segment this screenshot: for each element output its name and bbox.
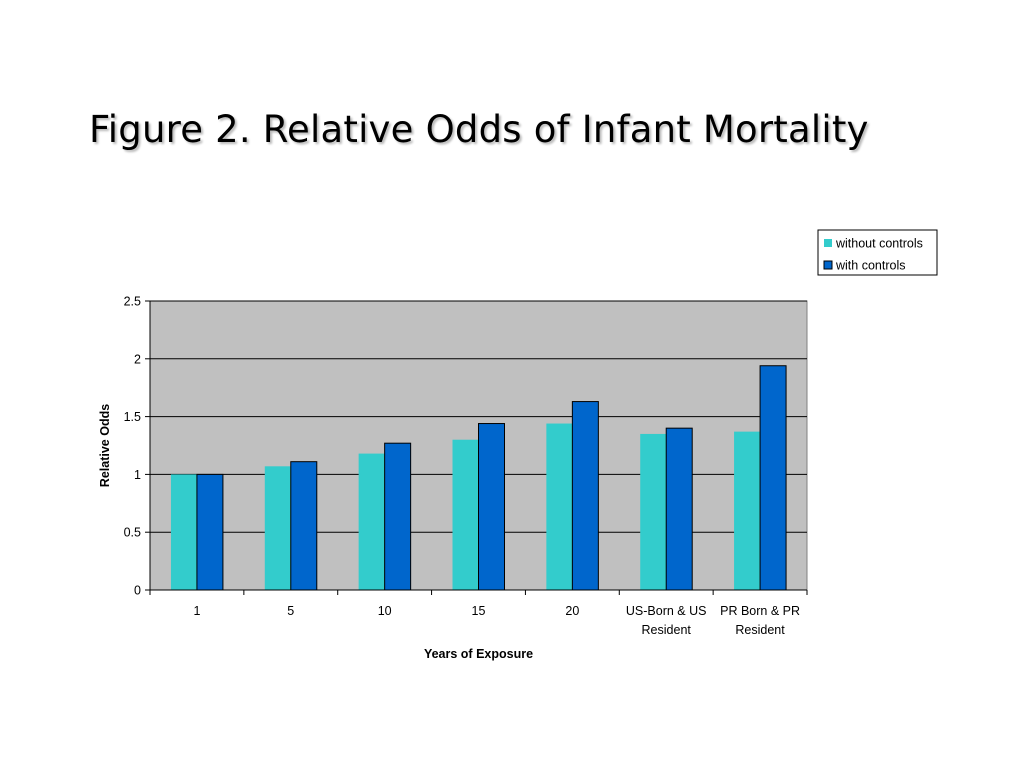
y-tick-label: 1.5 (124, 410, 141, 424)
y-tick-label: 2.5 (124, 295, 141, 309)
bar-without-controls (640, 433, 667, 590)
bar-with-controls (759, 365, 787, 591)
bar-without-controls (358, 453, 385, 590)
x-tick-label: Resident (735, 623, 785, 637)
bar-without-controls (452, 439, 479, 590)
legend-box (817, 229, 938, 276)
y-tick-label: 0.5 (124, 526, 141, 540)
slide-title: Figure 2. Relative Odds of Infant Mortal… (89, 108, 869, 151)
x-tick-label: 5 (287, 604, 294, 618)
legend-swatch (823, 260, 833, 270)
x-tick-label: Resident (642, 623, 692, 637)
x-tick-label: 1 (193, 604, 200, 618)
y-tick-label: 1 (134, 468, 141, 482)
legend-label: without controls (835, 237, 923, 251)
bar-with-controls (290, 461, 318, 591)
x-tick-label: PR Born & PR (720, 604, 800, 618)
y-tick-label: 0 (134, 584, 141, 598)
x-tick-label: 20 (565, 604, 579, 618)
x-tick-label: US-Born & US (626, 604, 707, 618)
bar-without-controls (734, 431, 761, 590)
bar-with-controls (384, 442, 412, 591)
bar-with-controls (571, 401, 599, 591)
bar-with-controls (196, 473, 224, 591)
x-tick-label: 10 (378, 604, 392, 618)
bar-without-controls (170, 474, 197, 590)
legend-label: with controls (835, 259, 905, 273)
legend-swatch (824, 239, 832, 247)
bar-with-controls (665, 427, 693, 591)
bar-without-controls (546, 423, 573, 590)
y-axis-title: Relative Odds (98, 404, 112, 487)
y-tick-label: 2 (134, 352, 141, 366)
bar-without-controls (264, 466, 291, 590)
bar-with-controls (478, 423, 505, 591)
x-tick-label: 15 (472, 604, 486, 618)
x-axis-title: Years of Exposure (424, 647, 533, 661)
